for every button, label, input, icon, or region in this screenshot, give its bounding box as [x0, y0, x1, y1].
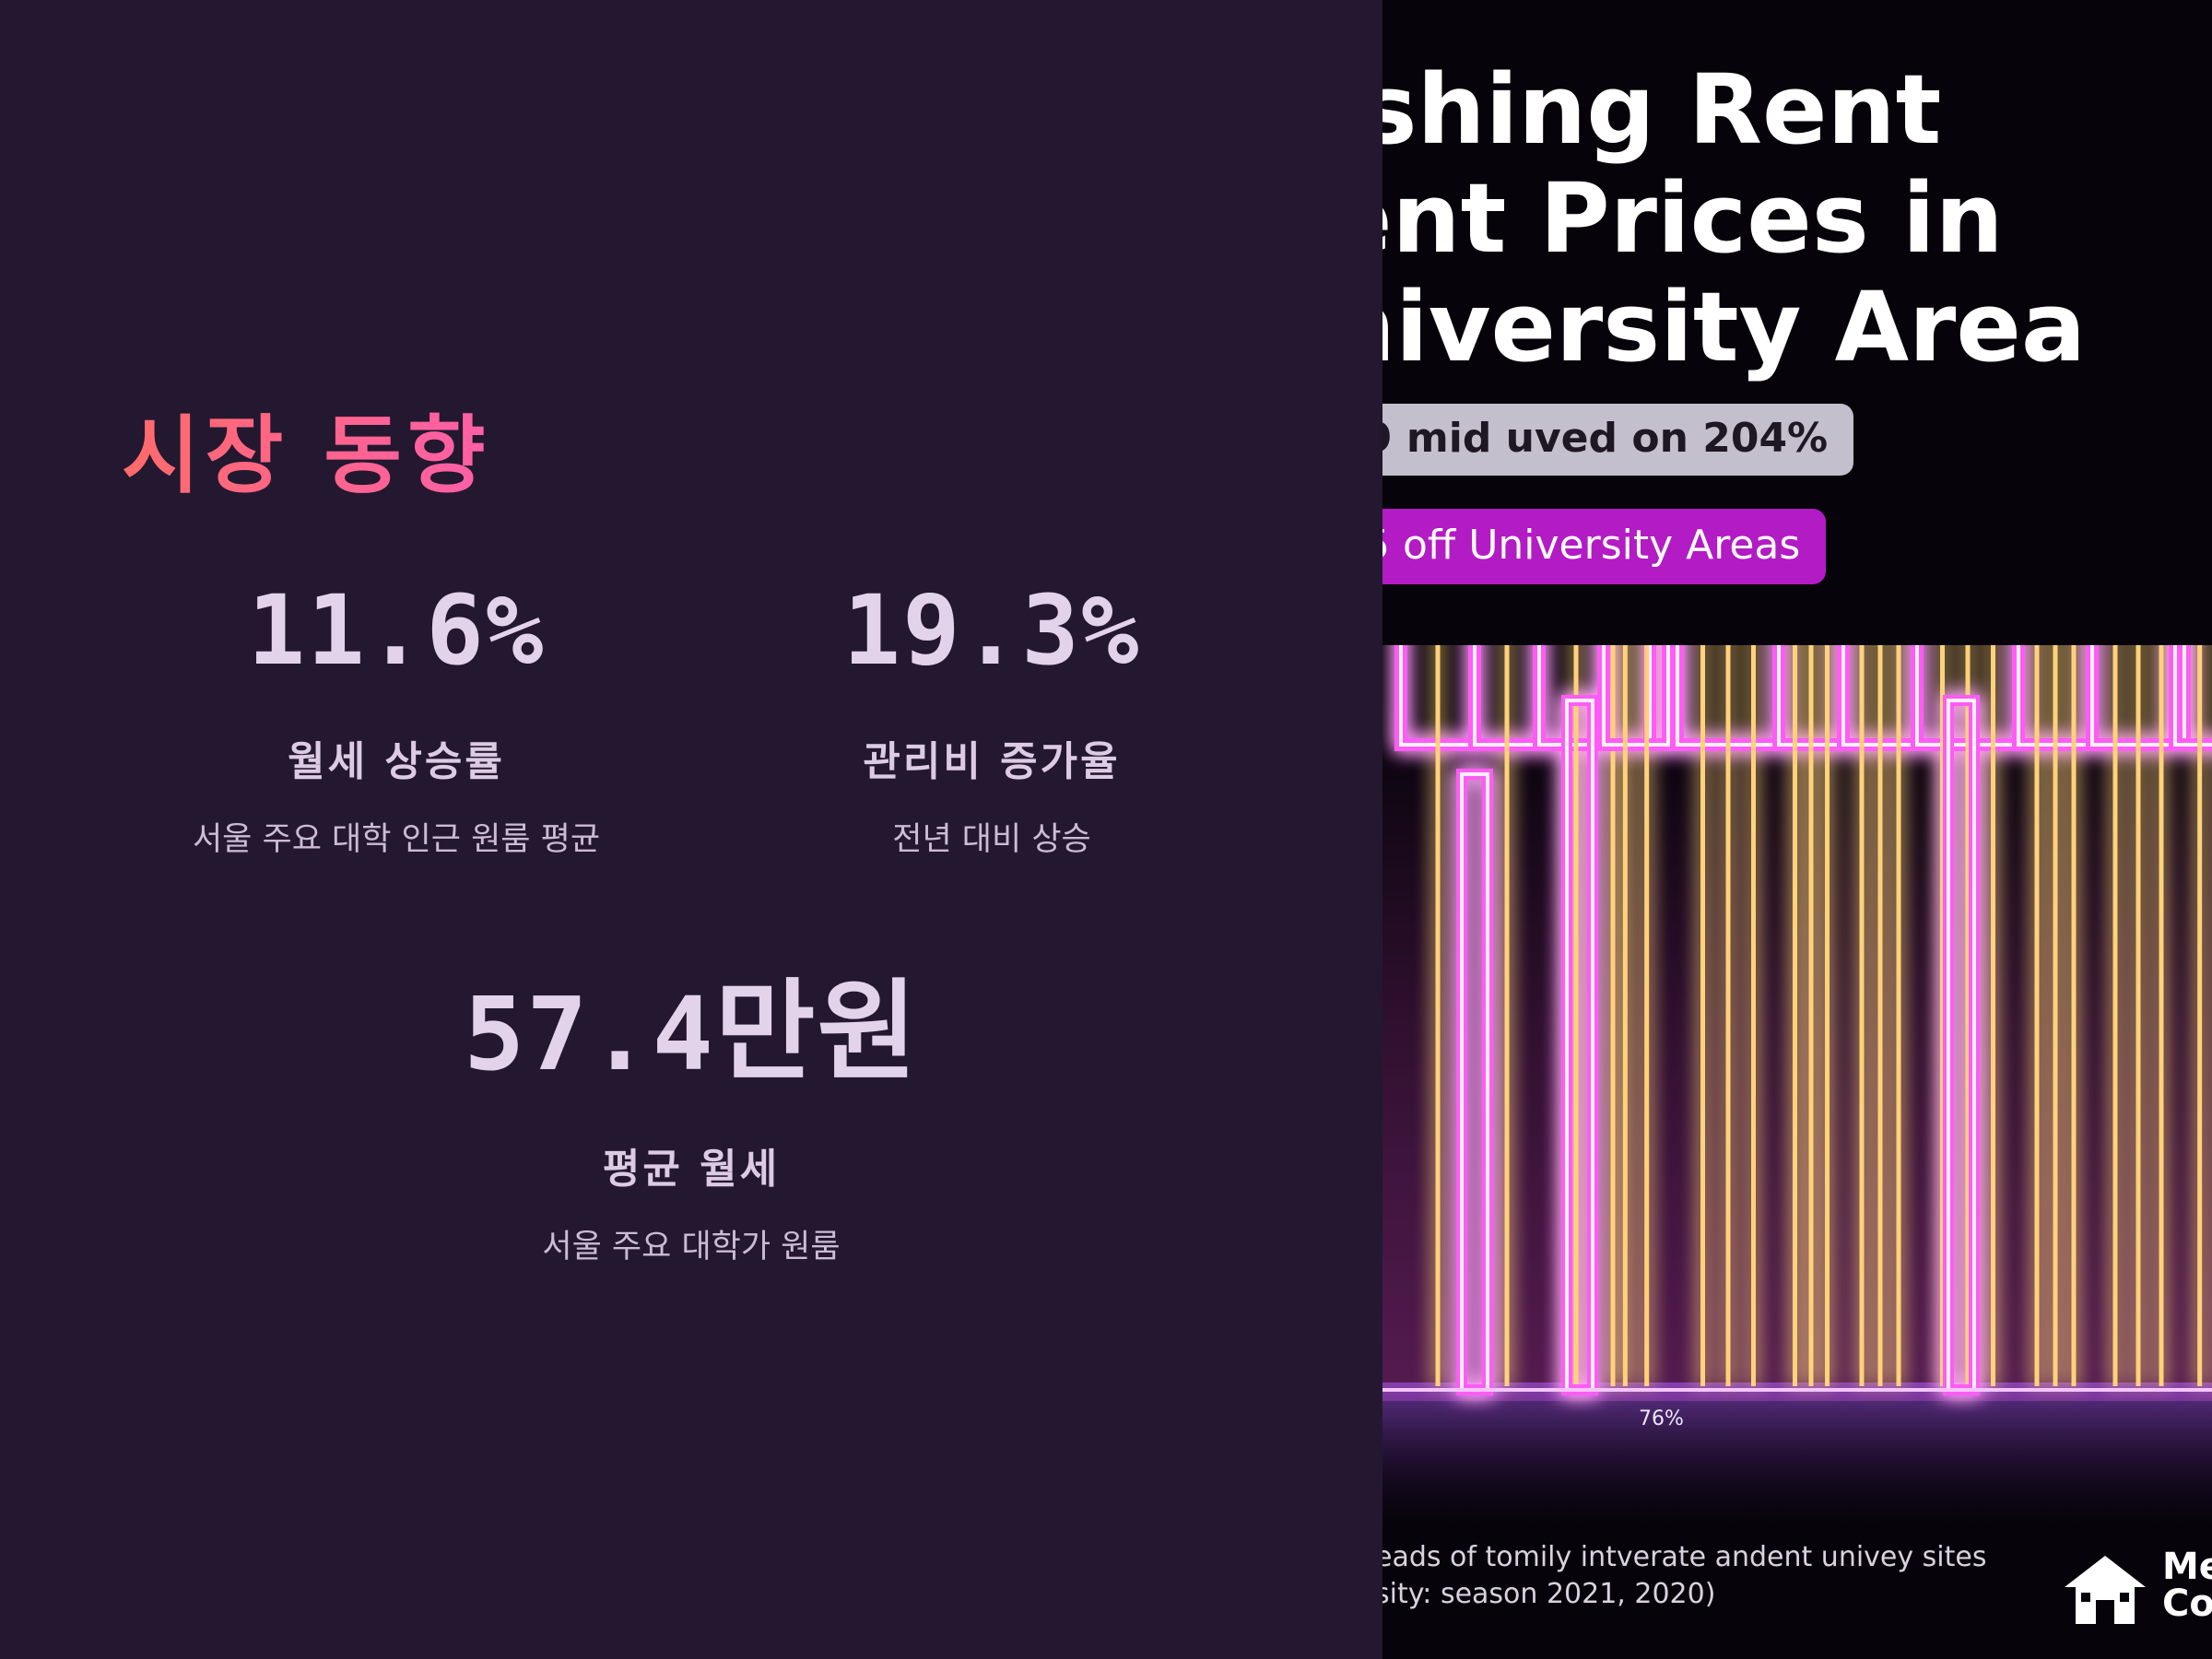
- house-icon: [2065, 1556, 2146, 1624]
- stat-value: 19.3%: [842, 574, 1141, 687]
- stat-value-unit: 만원: [714, 968, 920, 1095]
- stat-value-number: 57.4: [463, 975, 715, 1093]
- stat-label: 관리비 증가율: [863, 738, 1121, 785]
- stat-description: 전년 대비 상승: [892, 821, 1091, 858]
- logo-line: Me: [2162, 1546, 2212, 1588]
- image-title-line: niversity Area: [1382, 271, 2087, 383]
- image-title: ishing Rent ent Prices in niversity Area: [1382, 55, 2086, 382]
- infographic-image: 76% ishing Rent ent Prices in niversity …: [1382, 0, 2212, 1659]
- stat-rent-increase: 11.6% 월세 상승률 서울 주요 대학 인근 원룸 평균: [120, 582, 673, 860]
- neon-bars: [1394, 645, 2212, 1395]
- section-title: 시장 동향: [122, 387, 491, 510]
- stat-value: 11.6%: [247, 574, 546, 687]
- neon-bar-core: [1602, 645, 1670, 747]
- caption-line: eads of tomily intverate andent univey s…: [1382, 1541, 1987, 1573]
- neon-bar-illustration: 76%: [1382, 645, 2212, 1530]
- stat-description: 서울 주요 대학가 원룸: [542, 1229, 841, 1265]
- logo-line: Cov: [2162, 1583, 2212, 1625]
- stats-panel: 시장 동향 11.6% 월세 상승률 서울 주요 대학 인근 원룸 평균 19.…: [120, 387, 1268, 1267]
- bar-label: 76%: [1639, 1407, 1684, 1430]
- image-title-line: ent Prices in: [1382, 162, 2004, 275]
- gray-pill-label: 9 mid uved on 204%: [1382, 404, 1854, 476]
- stat-description: 서울 주요 대학 인근 원룸 평균: [192, 821, 601, 858]
- caption-line: sity: season 2021, 2020): [1382, 1578, 1716, 1610]
- stat-maintenance-increase: 19.3% 관리비 증가율 전년 대비 상승: [715, 582, 1268, 860]
- stat-value: 57.4만원: [415, 977, 968, 1086]
- stat-label: 평균 월세: [602, 1146, 781, 1193]
- stat-label: 월세 상승률: [288, 738, 505, 785]
- image-title-line: ishing Rent: [1382, 53, 1942, 166]
- neon-bar-core: [2173, 645, 2212, 747]
- floor-reflection: [1382, 1382, 2212, 1530]
- image-caption: eads of tomily intverate andent univey s…: [1382, 1539, 1987, 1613]
- logo-text: Me Cov: [2162, 1548, 2212, 1622]
- stat-average-rent: 57.4만원 평균 월세 서울 주요 대학가 원룸: [415, 977, 968, 1267]
- purple-pill-label: 5 off University Areas: [1382, 509, 1827, 584]
